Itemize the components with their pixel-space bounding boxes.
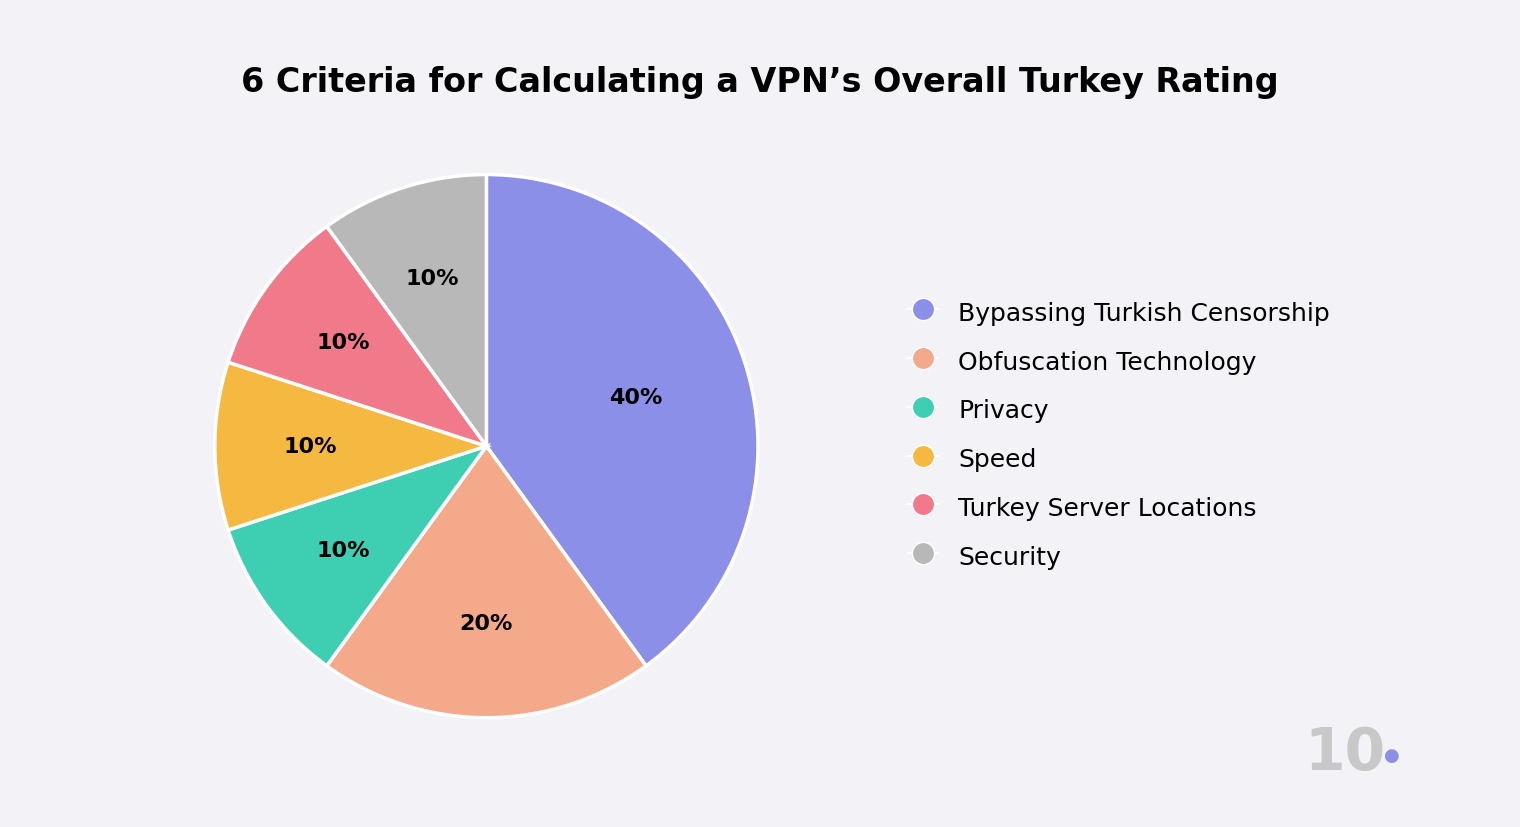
Text: ●: ●: [1385, 746, 1400, 764]
Wedge shape: [228, 227, 486, 447]
Text: 10%: 10%: [406, 269, 459, 289]
Text: 20%: 20%: [459, 613, 514, 633]
Legend: Bypassing Turkish Censorship, Obfuscation Technology, Privacy, Speed, Turkey Ser: Bypassing Turkish Censorship, Obfuscatio…: [895, 287, 1342, 581]
Text: 10: 10: [1304, 724, 1386, 781]
Wedge shape: [228, 447, 486, 666]
Text: 10%: 10%: [283, 437, 336, 457]
Wedge shape: [486, 175, 758, 666]
Text: 10%: 10%: [316, 540, 371, 560]
Wedge shape: [327, 175, 486, 447]
Wedge shape: [214, 363, 486, 530]
Text: 6 Criteria for Calculating a VPN’s Overall Turkey Rating: 6 Criteria for Calculating a VPN’s Overa…: [242, 66, 1278, 99]
Text: 40%: 40%: [610, 388, 663, 408]
Text: 10%: 10%: [316, 333, 371, 353]
Wedge shape: [327, 447, 646, 718]
